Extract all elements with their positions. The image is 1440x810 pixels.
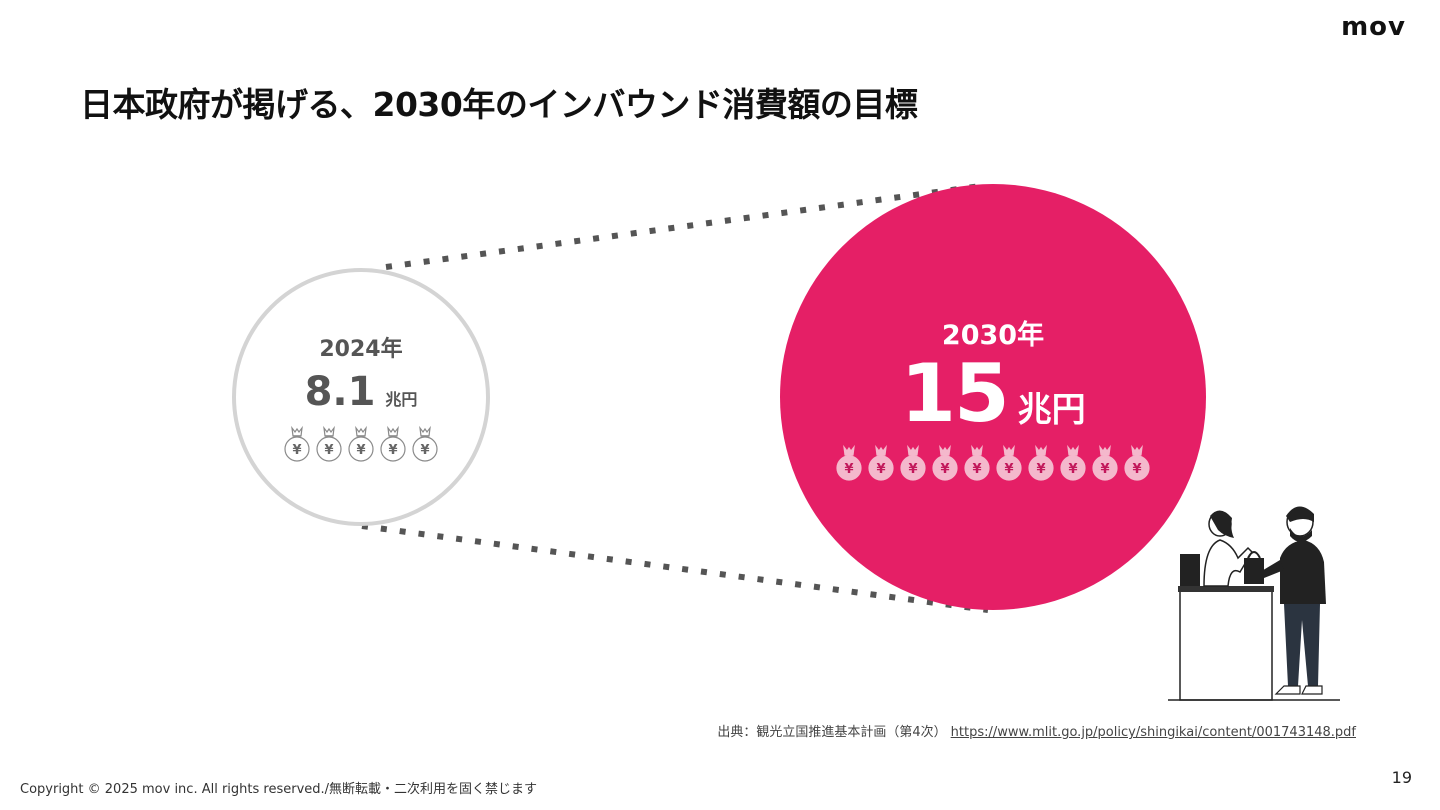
svg-text:¥: ¥ xyxy=(940,462,949,477)
year-label-2024: 2024年 xyxy=(319,337,403,362)
man-pants xyxy=(1284,604,1320,686)
money-bag-icon: ¥ xyxy=(1092,444,1118,481)
svg-text:¥: ¥ xyxy=(1132,462,1141,477)
money-bag-icon: ¥ xyxy=(932,444,958,481)
circle-2030: 2030年 15 兆円 ¥ ¥ ¥ ¥ ¥ ¥ ¥ ¥ ¥ ¥ xyxy=(780,184,1206,610)
svg-text:¥: ¥ xyxy=(876,462,885,477)
svg-text:¥: ¥ xyxy=(844,462,853,477)
money-bag-icon: ¥ xyxy=(1124,444,1150,481)
man-shoe-right xyxy=(1301,685,1323,695)
money-bag-icon: ¥ xyxy=(380,425,406,462)
woman-hair xyxy=(1210,510,1234,538)
svg-text:¥: ¥ xyxy=(972,462,981,477)
money-bag-icon: ¥ xyxy=(964,444,990,481)
counter-top-shape xyxy=(1178,586,1274,592)
money-bag-icon: ¥ xyxy=(900,444,926,481)
money-bag-icon: ¥ xyxy=(284,425,310,462)
circle-2024: 2024年 8.1 兆円 ¥ ¥ ¥ ¥ ¥ xyxy=(232,268,490,526)
source-citation: 出典：観光立国推進基本計画（第4次） https://www.mlit.go.jp… xyxy=(717,721,1356,740)
money-bags-2030: ¥ ¥ ¥ ¥ ¥ ¥ ¥ ¥ ¥ ¥ xyxy=(833,444,1153,482)
counter-shape xyxy=(1179,587,1273,701)
svg-text:¥: ¥ xyxy=(388,443,397,458)
copyright-notice: Copyright © 2025 mov inc. All rights res… xyxy=(20,782,538,797)
amount-2030: 15 xyxy=(900,346,1009,440)
svg-text:¥: ¥ xyxy=(292,443,301,458)
shop-checkout-illustration xyxy=(1168,506,1340,701)
svg-text:¥: ¥ xyxy=(908,462,917,477)
svg-text:¥: ¥ xyxy=(1004,462,1013,477)
man-arm xyxy=(1260,560,1284,578)
money-bag-icon: ¥ xyxy=(836,444,862,481)
money-bag-icon: ¥ xyxy=(996,444,1022,481)
source-link[interactable]: https://www.mlit.go.jp/policy/shingikai/… xyxy=(950,725,1356,740)
money-bag-icon: ¥ xyxy=(1060,444,1086,481)
year-label-2030: 2030年 xyxy=(941,319,1045,351)
mov-logo: mov xyxy=(1341,12,1406,42)
woman-body xyxy=(1203,539,1253,587)
slide-title: 日本政府が掲げる、2030年のインバウンド消費額の目標 xyxy=(80,85,918,124)
register-monitor-shape xyxy=(1180,554,1200,586)
source-label: 出典：観光立国推進基本計画（第4次） xyxy=(717,725,947,740)
money-bag-icon: ¥ xyxy=(412,425,438,462)
svg-text:¥: ¥ xyxy=(1036,462,1045,477)
svg-text:¥: ¥ xyxy=(420,443,429,458)
man-beard xyxy=(1290,528,1312,542)
svg-text:¥: ¥ xyxy=(356,443,365,458)
amount-row-2030: 15 兆円 xyxy=(900,346,1086,440)
money-bag-icon: ¥ xyxy=(1028,444,1054,481)
svg-text:¥: ¥ xyxy=(324,443,333,458)
money-bag-icon: ¥ xyxy=(348,425,374,462)
shopping-bag-shape xyxy=(1244,558,1264,584)
money-bag-icon: ¥ xyxy=(316,425,342,462)
man-jacket xyxy=(1280,540,1326,604)
shopping-bag-handle xyxy=(1247,551,1261,559)
svg-text:¥: ¥ xyxy=(1100,462,1109,477)
amount-row-2024: 8.1 兆円 xyxy=(305,369,418,415)
unit-2030: 兆円 xyxy=(1017,389,1086,430)
money-bags-2024: ¥ ¥ ¥ ¥ ¥ xyxy=(281,425,441,463)
svg-text:¥: ¥ xyxy=(1068,462,1077,477)
amount-2024: 8.1 xyxy=(304,369,376,415)
page-number: 19 xyxy=(1391,768,1412,787)
man-shoe-left xyxy=(1274,685,1301,695)
money-bag-icon: ¥ xyxy=(868,444,894,481)
man-hair xyxy=(1286,506,1314,522)
unit-2024: 兆円 xyxy=(385,390,418,409)
